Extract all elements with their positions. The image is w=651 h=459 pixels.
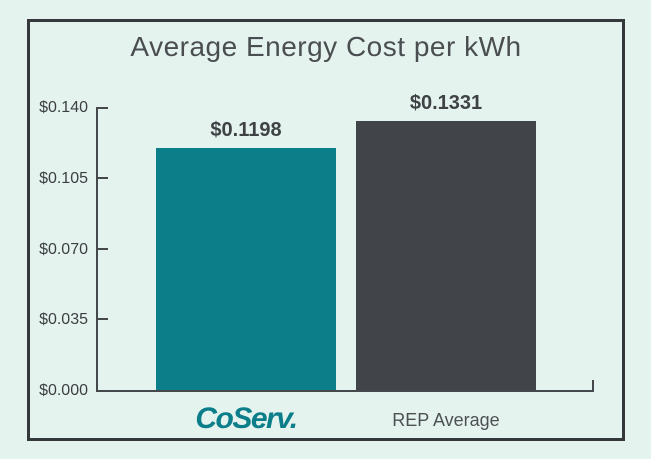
bar-rep-average xyxy=(356,121,536,390)
bar-value-label: $0.1198 xyxy=(210,119,282,141)
y-tick-mark xyxy=(96,318,108,320)
bar-coserv xyxy=(156,148,336,390)
y-tick-mark xyxy=(96,107,108,109)
chart-title: Average Energy Cost per kWh xyxy=(130,31,522,62)
plot-area: $0.000 $0.035 $0.070 $0.105 $0.140 $0.1198 $0… xyxy=(39,92,594,399)
y-tick-label: $0.140 xyxy=(39,99,88,116)
x-axis-labels-container: CoServ. REP Average xyxy=(96,399,594,441)
chart-card-border xyxy=(27,19,625,441)
y-tick-label: $0.070 xyxy=(39,241,88,258)
y-tick-label: $0.000 xyxy=(39,382,88,399)
x-axis-line xyxy=(96,390,594,392)
y-tick-mark xyxy=(96,248,108,250)
coserv-logo: CoServ. xyxy=(195,402,298,435)
x-axis-end-tick xyxy=(592,380,594,392)
y-tick-label: $0.105 xyxy=(39,170,88,187)
bar-value-label: $0.1331 xyxy=(409,92,483,114)
y-tick-mark xyxy=(96,177,108,179)
x-axis-label: REP Average xyxy=(392,410,500,430)
y-tick-label: $0.035 xyxy=(39,311,88,328)
